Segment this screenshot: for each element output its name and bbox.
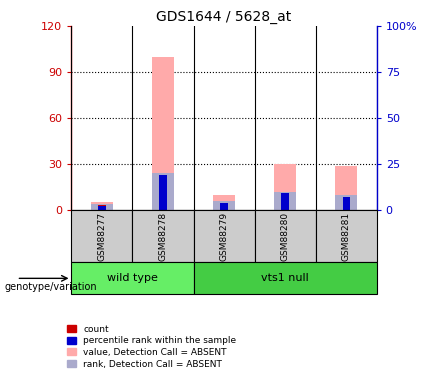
Bar <box>343 197 350 210</box>
FancyBboxPatch shape <box>194 210 255 262</box>
Bar <box>98 206 106 210</box>
Bar <box>275 192 296 210</box>
Text: GSM88279: GSM88279 <box>220 211 229 261</box>
Text: GSM88280: GSM88280 <box>281 211 290 261</box>
Text: vts1 null: vts1 null <box>261 273 309 284</box>
Bar <box>336 166 357 210</box>
FancyBboxPatch shape <box>132 210 194 262</box>
Text: GSM88278: GSM88278 <box>158 211 168 261</box>
Title: GDS1644 / 5628_at: GDS1644 / 5628_at <box>156 10 292 24</box>
Legend: count, percentile rank within the sample, value, Detection Call = ABSENT, rank, : count, percentile rank within the sample… <box>65 323 238 370</box>
Text: GSM88281: GSM88281 <box>342 211 351 261</box>
Bar <box>220 207 228 210</box>
Bar <box>152 173 174 210</box>
Text: GSM88277: GSM88277 <box>97 211 107 261</box>
Bar <box>281 194 289 210</box>
Bar <box>159 209 167 210</box>
Bar <box>152 57 174 210</box>
FancyBboxPatch shape <box>194 262 377 294</box>
Bar <box>213 195 235 210</box>
Bar <box>281 209 289 210</box>
FancyBboxPatch shape <box>71 210 132 262</box>
FancyBboxPatch shape <box>71 262 194 294</box>
Bar <box>159 175 167 210</box>
Bar <box>98 206 106 210</box>
FancyBboxPatch shape <box>255 210 316 262</box>
Bar <box>336 195 357 210</box>
Bar <box>220 202 228 210</box>
Bar <box>91 204 113 210</box>
Bar <box>213 201 235 210</box>
FancyBboxPatch shape <box>316 210 377 262</box>
Text: genotype/variation: genotype/variation <box>4 282 97 292</box>
Bar <box>343 209 350 210</box>
Bar <box>91 202 113 210</box>
Bar <box>275 164 296 210</box>
Text: wild type: wild type <box>107 273 158 284</box>
